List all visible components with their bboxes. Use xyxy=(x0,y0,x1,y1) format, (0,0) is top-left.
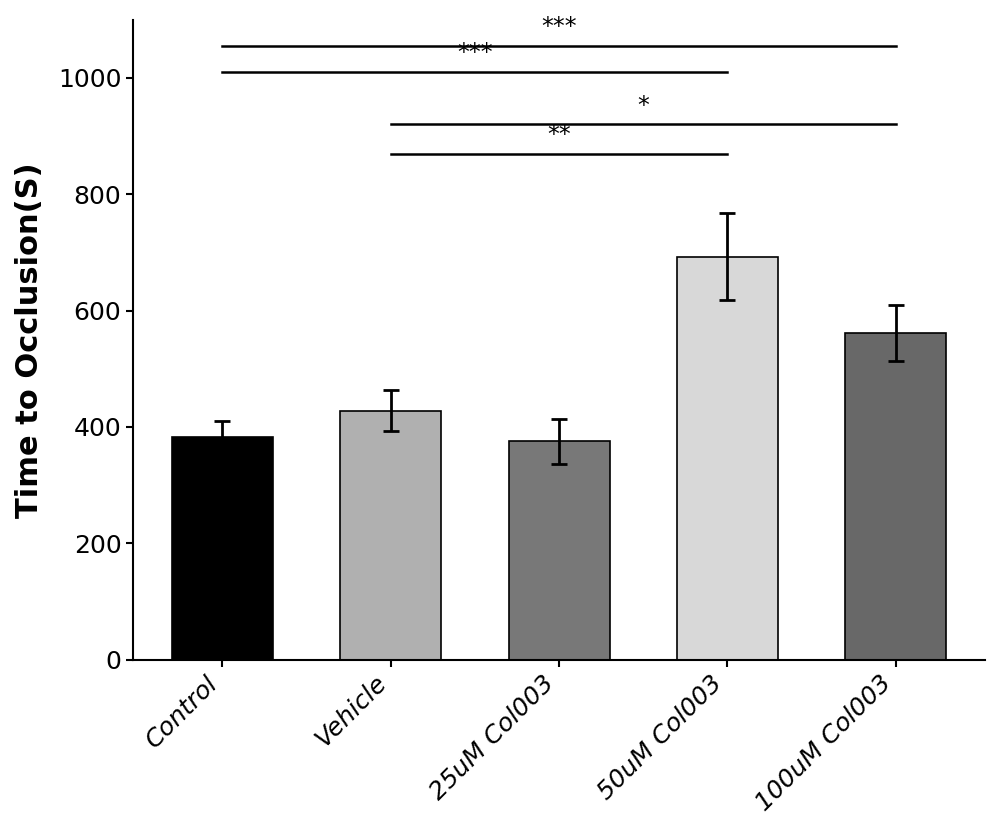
Bar xyxy=(509,441,610,660)
Text: **: ** xyxy=(547,123,571,146)
Bar xyxy=(172,437,273,660)
Bar xyxy=(677,257,778,660)
Text: ***: *** xyxy=(541,15,577,39)
Bar xyxy=(845,332,946,660)
Text: ***: *** xyxy=(457,42,493,65)
Y-axis label: Time to Occlusion(S): Time to Occlusion(S) xyxy=(15,162,44,518)
Bar xyxy=(340,411,441,660)
Text: *: * xyxy=(637,94,649,117)
